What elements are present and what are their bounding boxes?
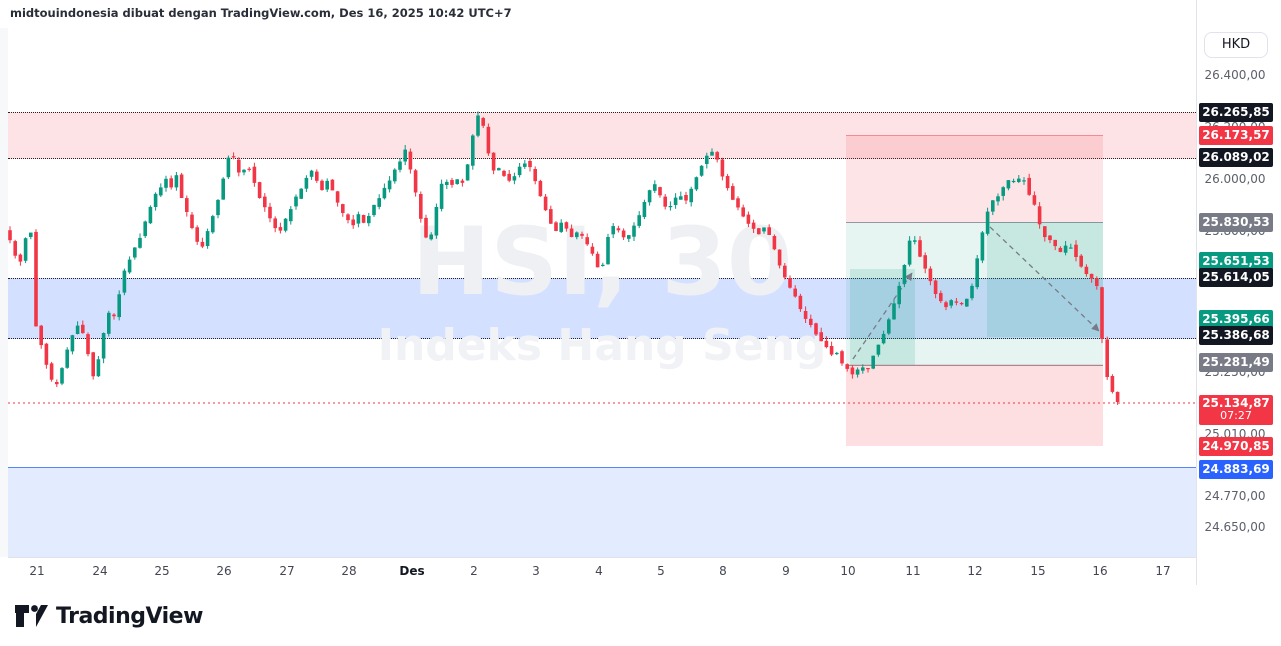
axis-grid-label: 24.770,00 — [1204, 489, 1266, 503]
time-axis-label: 24 — [92, 564, 108, 578]
long-stop-zone[interactable] — [846, 364, 1103, 446]
profit-zone[interactable] — [846, 222, 1103, 366]
projection-arrows — [852, 226, 1100, 360]
tradingview-logo-text: TradingView — [56, 603, 203, 629]
price-badge: 26.089,02 — [1199, 147, 1273, 167]
attribution-text: midtouindonesia dibuat dengan TradingVie… — [10, 6, 512, 20]
projection-down-arrow — [989, 226, 1100, 332]
short-stop-zone[interactable] — [846, 135, 1103, 223]
price-axis[interactable]: HKD 26.400,0026.200,0026.000,0025.800,00… — [1196, 0, 1281, 646]
price-badge: 25.395,66 — [1199, 309, 1273, 329]
time-axis-label: 17 — [1155, 564, 1171, 578]
currency-button[interactable]: HKD — [1204, 32, 1268, 58]
candlestick-canvas[interactable] — [8, 28, 1196, 557]
price-badge: 25.830,53 — [1199, 212, 1273, 232]
mid-zone[interactable] — [8, 278, 1196, 339]
pane-left-gutter — [0, 28, 8, 557]
time-axis-label: 4 — [595, 564, 603, 578]
time-axis-label: 9 — [782, 564, 790, 578]
time-axis-label: 16 — [1092, 564, 1108, 578]
time-axis-label: 15 — [1030, 564, 1046, 578]
time-axis-label: 3 — [532, 564, 540, 578]
tradingview-logo[interactable]: TradingView — [14, 602, 203, 630]
footer: TradingView — [0, 585, 1281, 646]
support-zone[interactable] — [8, 467, 1196, 558]
axis-grid-label: 26.000,00 — [1204, 172, 1266, 186]
time-axis[interactable]: 21 24 25 26 27 28 Des 2 3 4 5 8 9 10 11 12 15 16 17 — [8, 557, 1196, 586]
time-axis-label: 5 — [657, 564, 665, 578]
time-axis-label: 8 — [719, 564, 727, 578]
price-badge: 25.386,68 — [1199, 325, 1273, 345]
price-badge: 24.970,85 — [1199, 436, 1273, 456]
time-axis-label: 2 — [470, 564, 478, 578]
time-axis-label: 11 — [905, 564, 921, 578]
price-badge: 25.614,05 — [1199, 267, 1273, 287]
candles — [8, 111, 1120, 405]
time-axis-label: 10 — [840, 564, 856, 578]
axis-grid-label: 24.650,00 — [1204, 520, 1266, 534]
axis-grid-label: 26.400,00 — [1204, 68, 1266, 82]
price-badge: 26.265,85 — [1199, 102, 1273, 122]
price-badge: 25.651,53 — [1199, 251, 1273, 271]
time-axis-label: 21 — [29, 564, 45, 578]
price-badge: 24.883,69 — [1199, 459, 1273, 479]
price-badge: 25.134,87 07:27 — [1199, 395, 1273, 425]
time-axis-label: 27 — [279, 564, 295, 578]
price-badge: 25.281,49 — [1199, 352, 1273, 372]
chart-pane[interactable]: HSI, 30 Indeks Hang Seng — [8, 28, 1196, 558]
tradingview-logo-icon — [15, 605, 48, 627]
time-axis-label: 26 — [216, 564, 232, 578]
time-axis-label: 25 — [154, 564, 170, 578]
resistance-zone[interactable] — [8, 112, 1196, 159]
projection-up-arrow — [852, 272, 913, 360]
time-axis-label: 12 — [967, 564, 983, 578]
price-badge: 26.173,57 — [1199, 125, 1273, 145]
bar-countdown: 07:27 — [1220, 409, 1252, 422]
time-axis-label: 28 — [341, 564, 357, 578]
time-axis-label: Des — [399, 564, 425, 578]
